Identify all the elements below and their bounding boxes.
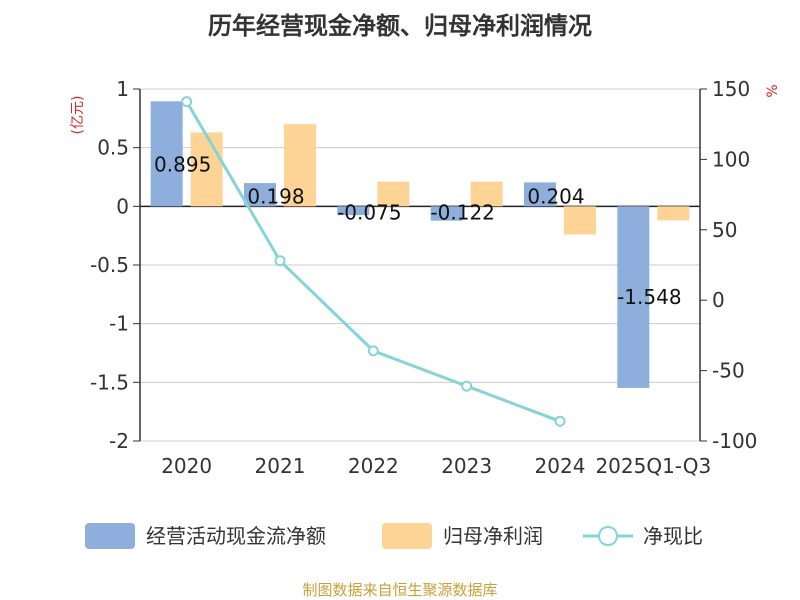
right-axis-ticks: 150 100 50 0 -50 -100 bbox=[700, 77, 757, 453]
bar-net-profit bbox=[377, 181, 410, 207]
ratio-point bbox=[554, 415, 566, 427]
ratio-point bbox=[461, 380, 473, 392]
bar-cash-flow bbox=[150, 101, 183, 207]
left-tick-label: 1 bbox=[116, 77, 129, 101]
x-tick-label: 2022 bbox=[348, 454, 399, 478]
bar-value-labels: 0.895 0.198 -0.075 -0.122 0.204 -1.548 bbox=[154, 152, 682, 309]
chart-title: 历年经营现金净额、归母净利润情况 bbox=[208, 12, 592, 40]
right-tick-label: -50 bbox=[712, 359, 745, 383]
bar-cash-flow bbox=[244, 183, 276, 207]
left-axis-unit-label: (亿元) bbox=[70, 96, 86, 135]
bar-value-label: 0.204 bbox=[527, 184, 584, 208]
ratio-point bbox=[367, 345, 379, 357]
x-axis-ticks: 2020 2021 2022 2023 2024 2025Q1-Q3 bbox=[161, 454, 711, 478]
bar-value-label: -0.075 bbox=[337, 200, 401, 224]
bar-value-label: 0.895 bbox=[154, 152, 211, 176]
left-tick-label: -0.5 bbox=[90, 253, 129, 277]
bar-net-profit bbox=[284, 124, 316, 207]
bar-net-profit bbox=[190, 132, 223, 207]
left-tick-label: 0 bbox=[116, 194, 129, 218]
bar-net-profit bbox=[470, 181, 503, 207]
ratio-line bbox=[181, 96, 566, 427]
left-tick-label: 0.5 bbox=[97, 136, 129, 160]
legend-label-net-profit: 归母净利润 bbox=[443, 524, 543, 548]
source-note: 制图数据来自恒生聚源数据库 bbox=[302, 581, 497, 599]
legend-swatch-ratio-marker bbox=[598, 526, 618, 546]
axes bbox=[139, 89, 701, 441]
bar-cash-flow bbox=[524, 182, 556, 207]
left-tick-label: -2 bbox=[109, 429, 129, 453]
ratio-point bbox=[274, 255, 286, 267]
bar-net-profit bbox=[564, 206, 596, 235]
left-tick-label: -1.5 bbox=[90, 370, 129, 394]
legend-label-ratio: 净现比 bbox=[643, 524, 703, 548]
ratio-series-line bbox=[185, 100, 561, 423]
bars bbox=[150, 101, 690, 388]
bar-value-label: 0.198 bbox=[247, 184, 304, 208]
right-tick-label: 150 bbox=[712, 77, 750, 101]
x-tick-label: 2025Q1-Q3 bbox=[595, 454, 711, 478]
x-tick-label: 2023 bbox=[441, 454, 492, 478]
right-tick-label: 0 bbox=[712, 288, 725, 312]
ratio-point bbox=[181, 96, 193, 108]
legend-swatch-net-profit bbox=[382, 523, 432, 549]
bar-cash-flow bbox=[617, 206, 650, 388]
bar-net-profit bbox=[657, 206, 690, 221]
legend-swatch-cash-flow bbox=[85, 523, 135, 549]
right-axis-unit-label: % bbox=[765, 84, 781, 97]
x-tick-label: 2024 bbox=[535, 454, 586, 478]
bar-cash-flow bbox=[430, 206, 463, 221]
x-tick-label: 2021 bbox=[255, 454, 306, 478]
right-tick-label: -100 bbox=[712, 429, 757, 453]
gridlines bbox=[140, 88, 700, 442]
legend: 经营活动现金流净额 归母净利润 净现比 bbox=[85, 523, 703, 549]
right-tick-label: 100 bbox=[712, 147, 750, 171]
left-axis-ticks: 1 0.5 0 -0.5 -1 -1.5 -2 bbox=[90, 77, 140, 453]
left-tick-label: -1 bbox=[109, 312, 129, 336]
bar-value-label: -0.122 bbox=[430, 200, 494, 224]
x-tick-label: 2020 bbox=[161, 454, 212, 478]
legend-label-cash-flow: 经营活动现金流净额 bbox=[146, 524, 326, 548]
right-tick-label: 50 bbox=[712, 218, 737, 242]
bar-cash-flow bbox=[337, 206, 370, 216]
bar-value-label: -1.548 bbox=[617, 285, 681, 309]
